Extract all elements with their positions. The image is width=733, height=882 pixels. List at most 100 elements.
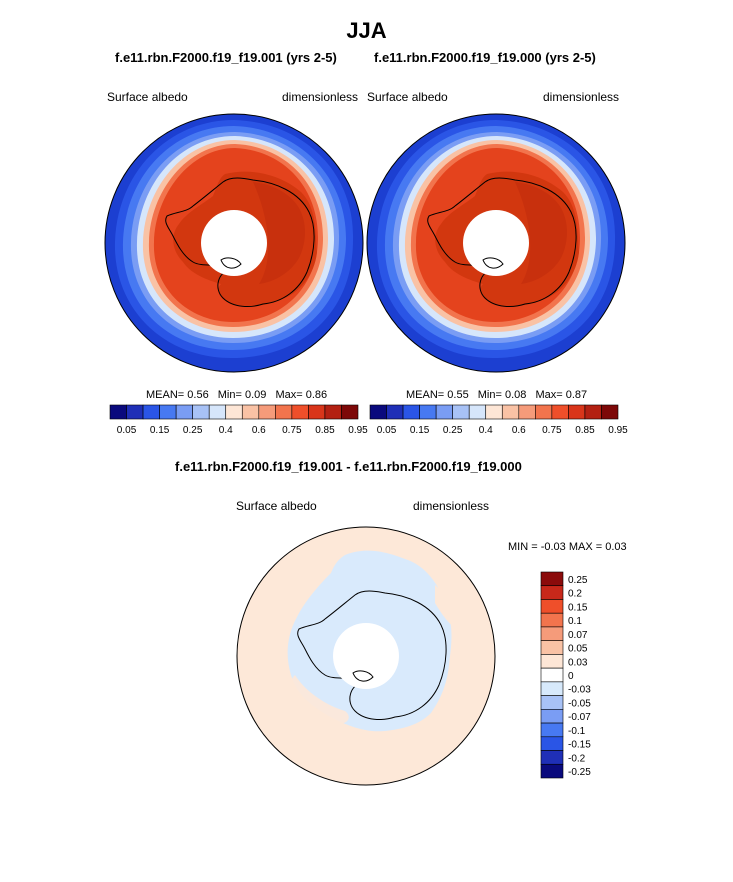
panel3-colorbar-tick-label: 0.03 (568, 657, 588, 668)
panel1-colorbar-tick-label: 0.05 (117, 425, 137, 436)
panel2-colorbar-swatch (485, 404, 503, 420)
panel3-colorbar-swatch (540, 722, 564, 738)
panel3-colorbar-swatch (540, 654, 564, 669)
panel3-variable-label: Surface albedo (236, 499, 317, 513)
panel1-colorbar-tick-label: 0.6 (252, 425, 266, 436)
panel2-colorbar-swatch (551, 404, 569, 420)
panel2-subtitle: f.e11.rbn.F2000.f19_f19.000 (yrs 2-5) (374, 50, 596, 65)
panel2-colorbar-swatch (568, 404, 586, 420)
panel2-colorbar: 0.05 0.15 0.25 0.4 0.6 0.75 0.85 0.95 (369, 404, 628, 436)
panel1-colorbar-swatch (258, 404, 276, 420)
panel3-subtitle: f.e11.rbn.F2000.f19_f19.001 - f.e11.rbn.… (175, 459, 522, 474)
panel2-colorbar-swatch (402, 404, 420, 420)
panel2-colorbar-tick-label: 0.15 (410, 425, 430, 436)
panel1-colorbar-swatch (324, 404, 342, 420)
panel2-min-label: Min= (477, 389, 502, 401)
panel3-colorbar-tick-label: 0 (568, 671, 574, 682)
panel3-colorbar-swatch (540, 626, 564, 641)
panel2-colorbar-swatch (584, 404, 602, 420)
panel1-variable-label: Surface albedo (107, 90, 188, 104)
panel3-colorbar-tick-label: -0.1 (568, 726, 586, 737)
panel2-colorbar-swatch (369, 404, 387, 420)
panel1-colorbar-tick-label: 0.85 (315, 425, 335, 436)
panel2-variable-label: Surface albedo (367, 90, 448, 104)
panel1-colorbar-swatch (275, 404, 293, 420)
panel1-colorbar-tick-label: 0.15 (150, 425, 170, 436)
panel2-colorbar-swatch (501, 404, 520, 420)
panel3-difference-field (237, 527, 495, 785)
panel3-colorbar-swatch (540, 763, 564, 779)
panel1-colorbar-swatch (225, 404, 243, 420)
panel1-colorbar-swatch (109, 404, 127, 420)
panel3-colorbar-tick-label: 0.07 (568, 630, 588, 641)
panel3-colorbar-tick-label: 0.1 (568, 616, 582, 627)
panel3-colorbar-swatch (540, 667, 564, 683)
panel1-polar-map (104, 113, 364, 373)
panel2-colorbar-swatch (535, 404, 553, 420)
panel1-units-label: dimensionless (282, 90, 359, 104)
panel2-albedo-field (367, 114, 625, 372)
panel1-colorbar-swatch (291, 404, 309, 420)
panel3-colorbar-tick-label: 0.05 (568, 644, 588, 655)
panel3-colorbar-tick-label: -0.25 (568, 767, 591, 778)
panel1-colorbar-tick-label: 0.4 (219, 425, 233, 436)
panel3-colorbar-swatch (540, 640, 564, 655)
panel3-colorbar-swatch (540, 750, 564, 765)
panel3-colorbar-swatch (540, 709, 564, 724)
panel1-colorbar-swatch (308, 404, 326, 420)
panel1-min-value: 0.09 (244, 389, 267, 401)
panel1-colorbar-tick-label: 0.25 (183, 425, 203, 436)
panel3-polar-map (236, 526, 496, 786)
panel3-colorbar-tick-label: -0.03 (568, 685, 591, 696)
panel2-colorbar-tick-label: 0.95 (608, 425, 628, 436)
panel2-stats: MEAN= 0.55 Min= 0.08 Max= 0.87 (406, 389, 587, 401)
panel3-colorbar-swatch (540, 736, 564, 751)
figure-title: JJA (346, 18, 387, 43)
panel1-mean-label: MEAN= (146, 389, 185, 401)
panel2-colorbar-tick-label: 0.05 (377, 425, 397, 436)
panel3-colorbar: 0.25 0.2 0.15 0.1 0.07 0.05 0.03 0 -0.03 -0.05 -0.… (540, 571, 591, 779)
panel2-colorbar-swatch (386, 404, 404, 420)
panel1-colorbar: 0.05 0.15 0.25 0.4 0.6 0.75 0.85 0.95 (109, 404, 368, 436)
panel1-colorbar-swatch (208, 404, 227, 420)
panel2-colorbar-swatch (601, 404, 619, 420)
panel2-colorbar-tick-label: 0.4 (479, 425, 493, 436)
panel2-units-label: dimensionless (543, 90, 620, 104)
panel3-colorbar-swatch (540, 695, 564, 710)
panel3-colorbar-tick-label: 0.2 (568, 589, 582, 600)
panel3-colorbar-swatch (540, 585, 564, 600)
panel3-colorbar-tick-label: 0.15 (568, 602, 588, 613)
panel3-minmax-text: MIN = -0.03 MAX = 0.03 (508, 541, 627, 553)
panel1-colorbar-tick-label: 0.75 (282, 425, 302, 436)
panel3-colorbar-tick-label: -0.05 (568, 698, 591, 709)
panel3-colorbar-swatch (540, 612, 564, 628)
panel2-colorbar-swatch (435, 404, 453, 420)
panel1-colorbar-swatch (175, 404, 193, 420)
panel1-colorbar-swatch (341, 404, 359, 420)
panel2-colorbar-tick-label: 0.6 (512, 425, 526, 436)
panel2-colorbar-swatch (452, 404, 470, 420)
panel3-units-label: dimensionless (413, 499, 490, 513)
panel1-stats: MEAN= 0.56 Min= 0.09 Max= 0.86 (146, 389, 327, 401)
panel1-colorbar-tick-label: 0.95 (348, 425, 368, 436)
panel2-max-label: Max= (535, 389, 563, 401)
panel3-colorbar-tick-label: -0.15 (568, 740, 591, 751)
panel2-colorbar-tick-label: 0.75 (542, 425, 562, 436)
panel3-colorbar-swatch (540, 571, 564, 587)
panel1-max-value: 0.86 (305, 389, 328, 401)
panel2-colorbar-swatch (518, 404, 536, 420)
panel2-mean-value: 0.55 (447, 389, 469, 401)
panel3-colorbar-tick-label: 0.25 (568, 575, 588, 586)
panel2-colorbar-tick-label: 0.85 (575, 425, 595, 436)
panel1-colorbar-swatch (192, 404, 210, 420)
panel3-colorbar-tick-label: -0.2 (568, 753, 586, 764)
panel2-colorbar-swatch (419, 404, 437, 420)
panel1-max-label: Max= (275, 389, 303, 401)
panel1-albedo-field (105, 114, 363, 372)
panel1-mean-value: 0.56 (187, 389, 209, 401)
panel3-colorbar-swatch (540, 599, 564, 614)
panel3-colorbar-tick-label: -0.07 (568, 712, 591, 723)
panel1-colorbar-swatch (126, 404, 144, 420)
panel2-max-value: 0.87 (565, 389, 588, 401)
panel2-colorbar-tick-label: 0.25 (443, 425, 463, 436)
